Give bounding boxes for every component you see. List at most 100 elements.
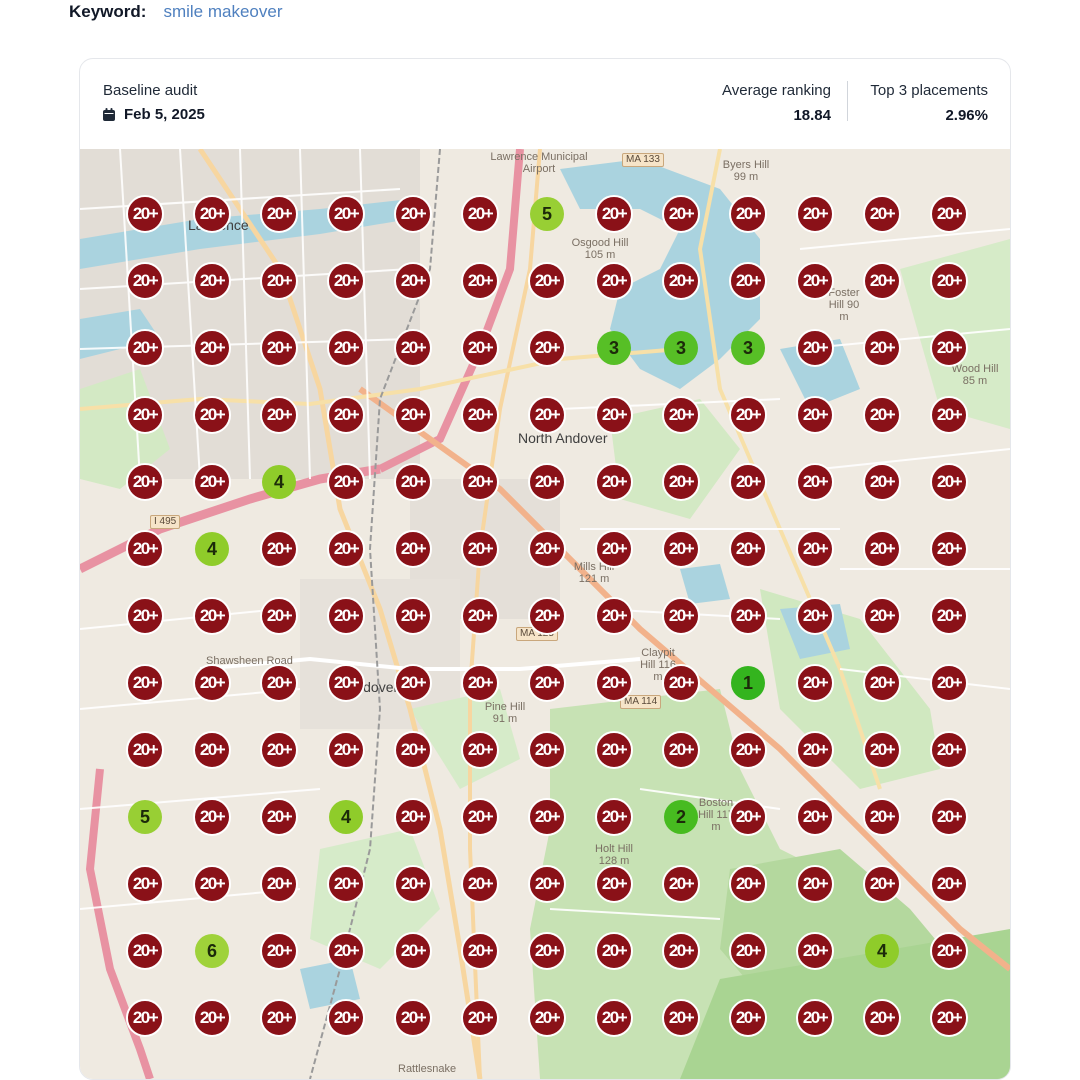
grid-pin[interactable]: 20+ xyxy=(595,530,633,568)
grid-pin[interactable]: 20+ xyxy=(930,664,968,702)
grid-pin[interactable]: 20+ xyxy=(595,396,633,434)
grid-pin[interactable]: 20+ xyxy=(595,999,633,1037)
grid-pin[interactable]: 20+ xyxy=(461,195,499,233)
grid-pin[interactable]: 20+ xyxy=(394,865,432,903)
grid-pin[interactable]: 20+ xyxy=(126,195,164,233)
grid-pin[interactable]: 20+ xyxy=(796,731,834,769)
grid-pin[interactable]: 20+ xyxy=(126,329,164,367)
grid-pin[interactable]: 20+ xyxy=(394,932,432,970)
grid-pin[interactable]: 20+ xyxy=(662,262,700,300)
grid-pin[interactable]: 20+ xyxy=(796,463,834,501)
grid-pin[interactable]: 20+ xyxy=(863,597,901,635)
grid-pin[interactable]: 20+ xyxy=(863,664,901,702)
grid-pin[interactable]: 20+ xyxy=(126,396,164,434)
grid-pin[interactable]: 20+ xyxy=(528,798,566,836)
grid-pin[interactable]: 20+ xyxy=(930,396,968,434)
grid-pin[interactable]: 20+ xyxy=(260,597,298,635)
grid-pin[interactable]: 20+ xyxy=(930,798,968,836)
grid-pin[interactable]: 20+ xyxy=(796,195,834,233)
grid-pin[interactable]: 20+ xyxy=(796,329,834,367)
grid-pin[interactable]: 20+ xyxy=(729,530,767,568)
grid-pin[interactable]: 20+ xyxy=(863,396,901,434)
grid-pin[interactable]: 20+ xyxy=(126,999,164,1037)
grid-pin[interactable]: 20+ xyxy=(930,530,968,568)
grid-pin[interactable]: 20+ xyxy=(327,530,365,568)
grid-pin[interactable]: 20+ xyxy=(193,731,231,769)
grid-pin[interactable]: 20+ xyxy=(193,597,231,635)
grid-pin[interactable]: 2 xyxy=(664,800,698,834)
grid-pin[interactable]: 20+ xyxy=(729,597,767,635)
grid-pin[interactable]: 20+ xyxy=(461,396,499,434)
grid-pin[interactable]: 20+ xyxy=(126,932,164,970)
grid-pin[interactable]: 20+ xyxy=(461,932,499,970)
grid-pin[interactable]: 20+ xyxy=(193,396,231,434)
grid-pin[interactable]: 20+ xyxy=(528,597,566,635)
grid-pin[interactable]: 20+ xyxy=(528,865,566,903)
grid-pin[interactable]: 20+ xyxy=(863,463,901,501)
grid-pin[interactable]: 20+ xyxy=(394,798,432,836)
grid-pin[interactable]: 20+ xyxy=(260,932,298,970)
grid-pin[interactable]: 20+ xyxy=(662,664,700,702)
grid-pin[interactable]: 20+ xyxy=(394,530,432,568)
grid-pin[interactable]: 20+ xyxy=(595,597,633,635)
grid-pin[interactable]: 20+ xyxy=(662,731,700,769)
grid-pin[interactable]: 20+ xyxy=(260,396,298,434)
grid-pin[interactable]: 20+ xyxy=(796,262,834,300)
grid-pin[interactable]: 20+ xyxy=(394,731,432,769)
grid-pin[interactable]: 20+ xyxy=(595,932,633,970)
grid-pin[interactable]: 20+ xyxy=(260,329,298,367)
grid-pin[interactable]: 4 xyxy=(865,934,899,968)
grid-pin[interactable]: 20+ xyxy=(327,865,365,903)
grid-pin[interactable]: 20+ xyxy=(394,664,432,702)
grid-pin[interactable]: 20+ xyxy=(930,262,968,300)
grid-pin[interactable]: 3 xyxy=(597,331,631,365)
grid-pin[interactable]: 20+ xyxy=(930,463,968,501)
grid-pin[interactable]: 20+ xyxy=(528,530,566,568)
grid-pin[interactable]: 20+ xyxy=(662,999,700,1037)
grid-pin[interactable]: 20+ xyxy=(327,999,365,1037)
grid-pin[interactable]: 20+ xyxy=(327,329,365,367)
grid-pin[interactable]: 20+ xyxy=(863,530,901,568)
grid-pin[interactable]: 20+ xyxy=(126,262,164,300)
grid-pin[interactable]: 20+ xyxy=(193,262,231,300)
grid-pin[interactable]: 20+ xyxy=(126,664,164,702)
grid-pin[interactable]: 20+ xyxy=(796,597,834,635)
grid-pin[interactable]: 20+ xyxy=(595,798,633,836)
grid-pin[interactable]: 20+ xyxy=(662,530,700,568)
grid-pin[interactable]: 20+ xyxy=(662,195,700,233)
grid-pin[interactable]: 20+ xyxy=(930,195,968,233)
grid-pin[interactable]: 20+ xyxy=(528,463,566,501)
grid-pin[interactable]: 20+ xyxy=(796,999,834,1037)
grid-pin[interactable]: 20+ xyxy=(595,195,633,233)
grid-pin[interactable]: 20+ xyxy=(461,329,499,367)
grid-pin[interactable]: 20+ xyxy=(327,597,365,635)
grid-pin[interactable]: 20+ xyxy=(260,798,298,836)
grid-pin[interactable]: 5 xyxy=(530,197,564,231)
grid-pin[interactable]: 20+ xyxy=(193,329,231,367)
grid-pin[interactable]: 20+ xyxy=(528,664,566,702)
grid-pin[interactable]: 20+ xyxy=(327,932,365,970)
grid-pin[interactable]: 20+ xyxy=(327,262,365,300)
grid-pin[interactable]: 20+ xyxy=(729,262,767,300)
grid-pin[interactable]: 3 xyxy=(731,331,765,365)
grid-pin[interactable]: 20+ xyxy=(930,597,968,635)
grid-pin[interactable]: 20+ xyxy=(260,865,298,903)
grid-pin[interactable]: 20+ xyxy=(126,731,164,769)
grid-pin[interactable]: 20+ xyxy=(461,597,499,635)
grid-pin[interactable]: 20+ xyxy=(461,798,499,836)
grid-pin[interactable]: 20+ xyxy=(260,999,298,1037)
grid-pin[interactable]: 20+ xyxy=(863,798,901,836)
grid-pin[interactable]: 20+ xyxy=(729,195,767,233)
grid-pin[interactable]: 20+ xyxy=(796,664,834,702)
grid-pin[interactable]: 20+ xyxy=(461,463,499,501)
keyword-link[interactable]: smile makeover xyxy=(163,2,283,21)
grid-pin[interactable]: 20+ xyxy=(126,530,164,568)
map-view[interactable]: Lawrence North Andover Andover Lawrence … xyxy=(80,149,1010,1079)
grid-pin[interactable]: 20+ xyxy=(796,396,834,434)
grid-pin[interactable]: 20+ xyxy=(863,999,901,1037)
grid-pin[interactable]: 20+ xyxy=(528,731,566,769)
grid-pin[interactable]: 20+ xyxy=(796,530,834,568)
grid-pin[interactable]: 20+ xyxy=(193,999,231,1037)
grid-pin[interactable]: 20+ xyxy=(461,731,499,769)
grid-pin[interactable]: 20+ xyxy=(193,798,231,836)
